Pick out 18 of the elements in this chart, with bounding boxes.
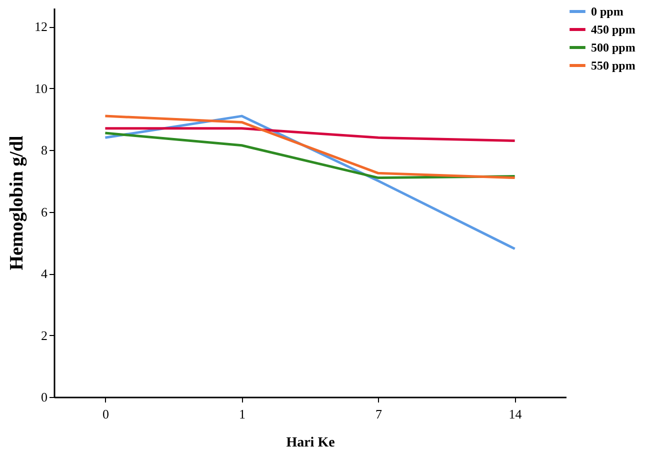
legend-label: 0 ppm xyxy=(591,4,624,18)
y-tick-label: 10 xyxy=(34,80,48,96)
y-tick-label: 6 xyxy=(41,204,48,220)
y-tick-label: 2 xyxy=(41,328,48,343)
x-axis-title: Hari Ke xyxy=(286,436,335,450)
legend-label: 550 ppm xyxy=(591,58,636,72)
y-tick-label: 8 xyxy=(41,142,48,158)
y-tick-label: 4 xyxy=(41,266,48,282)
legend-label: 450 ppm xyxy=(591,22,636,36)
y-tick-label: 12 xyxy=(34,19,48,34)
x-tick-label: 1 xyxy=(238,406,246,422)
legend-label: 500 ppm xyxy=(591,40,636,54)
x-tick-label: 14 xyxy=(508,406,522,422)
x-tick-label: 0 xyxy=(102,406,109,422)
line-series xyxy=(104,114,516,180)
y-tick-label: 0 xyxy=(41,390,48,404)
x-tick-label: 7 xyxy=(376,406,383,422)
y-axis-title: Hemoglobin g/dl xyxy=(6,136,28,270)
